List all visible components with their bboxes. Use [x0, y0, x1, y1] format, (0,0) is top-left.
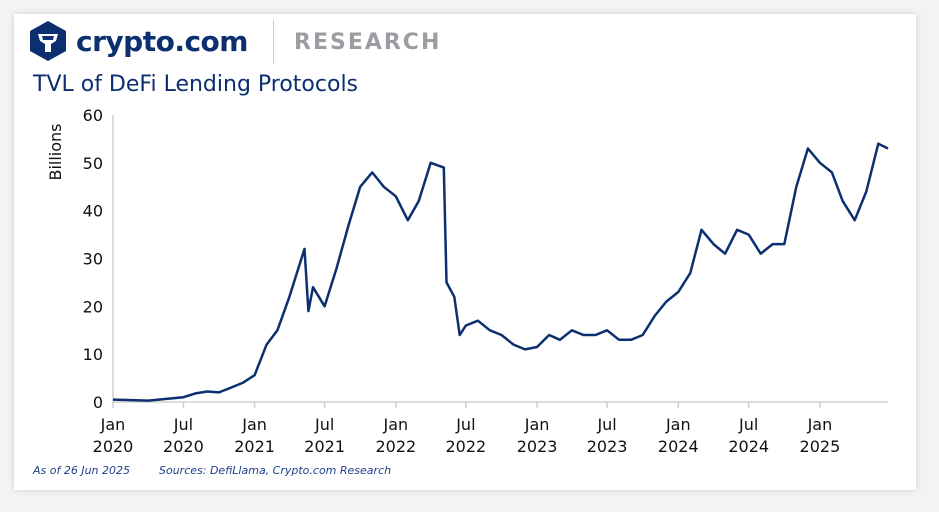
x-tick-label: 2023 [517, 437, 558, 456]
x-tick-label: Jul [738, 415, 758, 434]
x-tick-label: Jan [241, 415, 267, 434]
y-tick-label: 0 [93, 393, 103, 412]
sources-note: Sources: DefiLlama, Crypto.com Research [159, 464, 392, 477]
x-tick-label: Jan [665, 415, 691, 434]
x-tick-label: 2020 [163, 437, 204, 456]
x-tick-label: Jul [455, 415, 475, 434]
y-tick-label: 40 [83, 202, 103, 221]
y-tick-label: 60 [83, 106, 103, 125]
y-tick-label: 50 [83, 154, 103, 173]
chart-title: TVL of DeFi Lending Protocols [33, 72, 359, 97]
y-axis-label: Billions [46, 123, 65, 180]
x-tick-label: Jul [173, 415, 193, 434]
x-tick-label: 2021 [234, 437, 275, 456]
crypto-com-lion-icon [30, 21, 66, 61]
x-tick-label: 2024 [658, 437, 699, 456]
x-tick-label: 2022 [375, 437, 416, 456]
x-tick-label: 2020 [93, 437, 134, 456]
research-label: RESEARCH [294, 30, 442, 55]
x-tick-label: Jan [100, 415, 126, 434]
x-tick-label: 2025 [800, 437, 841, 456]
tvl-series-line [112, 142, 889, 402]
x-tick-label: 2022 [446, 437, 487, 456]
y-tick-label: 30 [83, 250, 103, 269]
brand-name: crypto.com [76, 24, 248, 58]
x-tick-label: Jul [596, 415, 616, 434]
header-divider [273, 20, 274, 64]
x-tick-label: Jan [807, 415, 833, 434]
x-tick-label: Jan [524, 415, 550, 434]
as-of-date: As of 26 Jun 2025 [33, 464, 131, 477]
chart-card [14, 14, 916, 490]
x-tick-label: Jan [383, 415, 409, 434]
crypto-com-logo: crypto.com [29, 20, 248, 62]
x-tick-label: 2021 [304, 437, 345, 456]
x-tick-label: Jul [314, 415, 334, 434]
y-tick-label: 10 [83, 345, 103, 364]
y-tick-label: 20 [83, 297, 103, 316]
x-tick-label: 2023 [587, 437, 628, 456]
x-tick-label: 2024 [728, 437, 769, 456]
